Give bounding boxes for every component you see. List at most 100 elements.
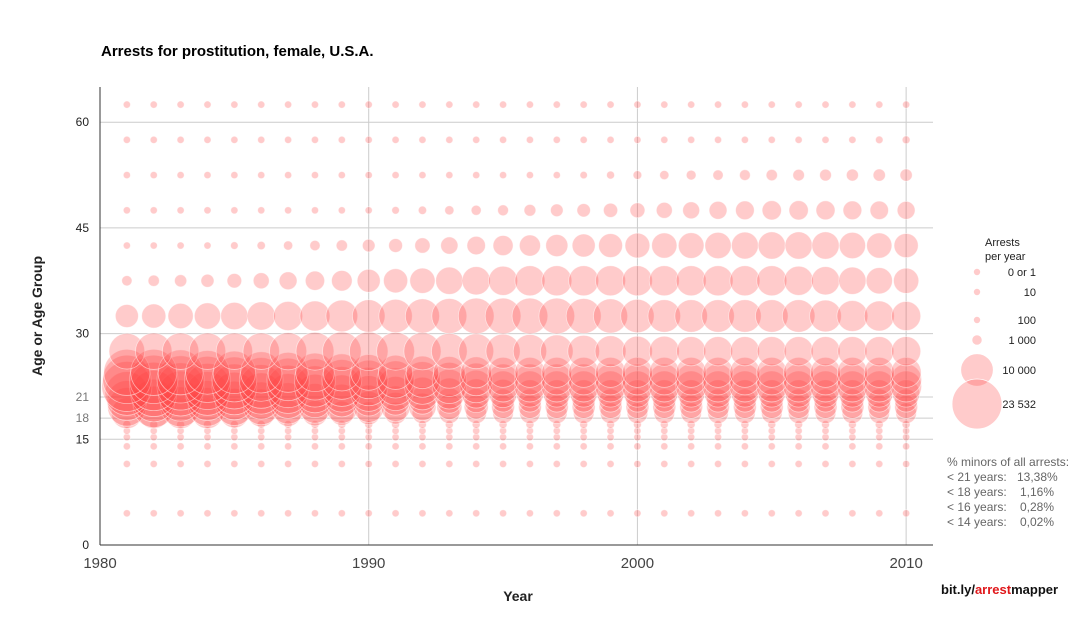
bubble <box>626 402 649 424</box>
bubble <box>675 356 707 388</box>
stats-label: < 14 years: <box>947 515 1007 529</box>
bubble <box>891 336 922 367</box>
bubble <box>391 459 400 468</box>
bubble <box>863 356 895 388</box>
bubble <box>848 509 857 518</box>
bubble <box>472 426 481 435</box>
bubble <box>414 237 431 254</box>
bubble <box>869 200 889 220</box>
bubble <box>149 100 158 109</box>
bubble <box>606 135 615 144</box>
bubble <box>794 135 803 144</box>
bubble <box>836 356 868 388</box>
bubble <box>552 459 561 468</box>
bubble <box>714 100 723 109</box>
bubble <box>203 241 212 250</box>
bubble <box>472 459 481 468</box>
bubble <box>418 100 427 109</box>
bubble <box>512 334 548 369</box>
bubble <box>902 442 911 451</box>
bubble <box>472 135 481 144</box>
bubble <box>848 433 857 442</box>
bubble <box>211 363 258 410</box>
bubble <box>391 100 400 109</box>
bubble <box>714 442 723 451</box>
y-tick-label: 21 <box>76 390 90 404</box>
bubble <box>337 509 346 518</box>
bubble <box>514 265 546 297</box>
bubble <box>492 402 514 424</box>
bubble <box>492 235 514 256</box>
bubble <box>376 331 415 371</box>
bubble <box>740 459 749 468</box>
bubble <box>787 402 810 424</box>
bubble <box>418 509 427 518</box>
bubble <box>624 232 651 259</box>
bubble <box>108 332 146 370</box>
bubble <box>687 426 696 435</box>
bubble <box>378 298 413 334</box>
bubble <box>176 241 185 250</box>
source-link[interactable]: bit.ly/arrestmapper <box>941 582 1058 597</box>
bubble <box>767 135 776 144</box>
bubble <box>603 202 619 218</box>
bubble <box>579 170 588 180</box>
bubble <box>176 433 185 442</box>
bubble <box>499 100 508 109</box>
y-tick-label: 60 <box>76 115 90 129</box>
bubble <box>149 442 158 451</box>
bubble <box>794 420 804 429</box>
stats-value: 0,02% <box>1019 515 1054 529</box>
bubble <box>836 300 869 332</box>
bubble <box>391 442 400 451</box>
bubble <box>767 459 776 468</box>
bubble <box>838 266 867 295</box>
bubble <box>552 420 562 429</box>
bubble <box>215 332 253 370</box>
bubble <box>729 356 761 388</box>
bubble <box>230 433 239 442</box>
bubble <box>648 363 681 396</box>
bubble <box>499 509 508 518</box>
bubble <box>677 232 705 259</box>
bubble <box>761 200 782 221</box>
bubble <box>185 350 230 395</box>
bubble <box>848 135 857 144</box>
bubble <box>629 202 646 219</box>
bubble <box>809 363 842 396</box>
bubble <box>740 509 749 518</box>
bubble <box>728 299 762 333</box>
bubble <box>269 332 308 371</box>
bubble <box>149 171 158 180</box>
bubble <box>648 356 680 388</box>
bubble <box>457 297 495 335</box>
bubble <box>129 354 179 404</box>
bubble <box>463 394 489 420</box>
bubble <box>571 233 596 258</box>
bubble <box>633 100 642 109</box>
bubble <box>788 200 809 221</box>
bubble <box>761 402 783 424</box>
bubble <box>411 402 434 424</box>
bubble <box>740 135 749 144</box>
bubble <box>680 402 702 424</box>
stats-label: < 18 years: <box>947 485 1007 499</box>
bubble <box>633 135 642 144</box>
bubble <box>660 459 669 468</box>
bubble <box>875 509 884 518</box>
bubble <box>792 168 805 182</box>
bubble <box>541 356 573 388</box>
bubble <box>809 370 842 403</box>
bubble <box>890 363 922 396</box>
bubble <box>740 100 749 109</box>
bubble <box>552 433 561 442</box>
bubble <box>433 356 466 389</box>
bubble <box>149 135 158 144</box>
bubble <box>499 171 508 180</box>
bubble <box>283 240 294 251</box>
bubble <box>821 459 830 468</box>
bubble <box>579 420 589 429</box>
bubble <box>621 265 653 297</box>
source-highlight: arrest <box>974 582 1012 597</box>
bubble <box>257 509 266 518</box>
